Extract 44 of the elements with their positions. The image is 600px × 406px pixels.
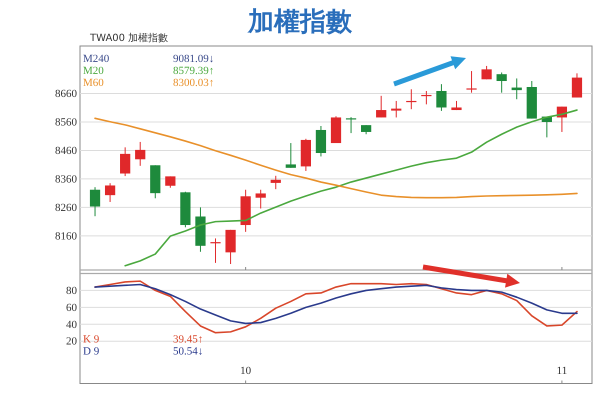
candlestick [481, 65, 492, 80]
text: TWA00 加權指數 [89, 32, 168, 44]
annotation: 39.45↑ [173, 334, 204, 346]
annotation: 9081.09↓ [173, 53, 214, 65]
text: K 9 [83, 334, 100, 346]
y-tick-label: 40 [66, 318, 78, 331]
candlestick [512, 78, 522, 100]
candlestick [104, 182, 116, 202]
x-tick-label: 10 [240, 365, 252, 377]
y-tick-label: 8160 [55, 230, 78, 242]
candlestick [120, 146, 130, 177]
annotation: 8300.03↑ [173, 77, 214, 89]
annotation: M240 [83, 53, 110, 65]
y-tick-label: 20 [66, 336, 78, 348]
candlestick [135, 141, 146, 166]
y-tick-label: 60 [66, 302, 78, 314]
text: M20 [83, 65, 104, 77]
y-tick-label: 8260 [55, 202, 78, 214]
annotation: 50.54↓ [173, 346, 204, 358]
y-tick-label: 80 [66, 284, 78, 297]
line-series [94, 284, 578, 324]
y-tick-label: 8360 [55, 173, 78, 186]
candlestick [316, 125, 326, 157]
x-tick-label: 11 [556, 365, 568, 377]
line-series [94, 118, 578, 199]
y-tick-label: 8660 [55, 88, 78, 100]
candlestick [225, 229, 236, 265]
text: D 9 [83, 346, 100, 358]
candlestick [496, 72, 507, 94]
candlestick [256, 189, 266, 210]
candlestick [270, 175, 281, 190]
candlestick [286, 142, 296, 168]
candlestick [572, 72, 582, 98]
candlestick [376, 95, 386, 118]
candlestick [210, 238, 221, 264]
candlestick [436, 84, 447, 112]
y-tick-label: 8560 [55, 116, 78, 128]
candlestick [391, 100, 402, 118]
y-tick-label: 8460 [55, 144, 78, 157]
candlestick [90, 186, 100, 217]
annotation: 8579.39↑ [173, 65, 214, 77]
text: M60 [83, 77, 104, 89]
candlestick [361, 124, 372, 135]
chart-title: 加權指數 [247, 7, 353, 37]
